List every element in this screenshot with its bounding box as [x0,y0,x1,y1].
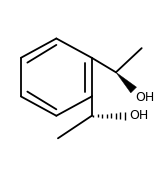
Text: OH: OH [130,109,149,122]
Text: OH: OH [135,91,155,104]
Polygon shape [116,72,137,93]
